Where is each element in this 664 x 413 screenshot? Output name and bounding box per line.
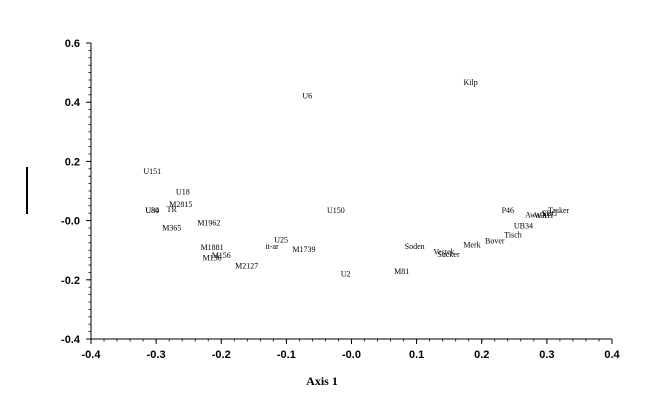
x-tick-label: 0.2 (474, 349, 489, 361)
point-label: M81 (394, 267, 409, 276)
point-label: WXH (534, 211, 553, 220)
point-label: Bover (485, 236, 505, 245)
x-axis: -0.4 -0.3 -0.2 -0.1 -0.0 0.1 0.2 0.3 0.4 (82, 339, 621, 361)
point-label: P46 (502, 206, 514, 215)
point-label: Tisch (504, 231, 522, 240)
point-label: M2127 (235, 262, 258, 271)
point-label: U150 (327, 206, 345, 215)
y-tick-label: -0.2 (61, 275, 80, 287)
point-label: SBG (542, 209, 558, 218)
point-label: Awash (525, 210, 546, 219)
x-tick-label: -0.2 (212, 349, 231, 361)
x-tick-label: -0.0 (342, 349, 361, 361)
x-axis-title: Axis 1 (306, 374, 338, 388)
point-label: M136 (203, 254, 222, 263)
point-label: M1962 (197, 219, 220, 228)
point-label: M2815 (169, 200, 192, 209)
y-tick-label: -0.0 (61, 216, 80, 228)
point-label: Kilp (464, 78, 478, 87)
point-label: Soden (405, 242, 425, 251)
point-label: TR (167, 205, 178, 214)
y-axis: 0.6 0.4 0.2 -0.0 -0.2 -0.4 (61, 38, 91, 346)
x-tick-label: -0.4 (82, 349, 102, 361)
point-label: Sucker (437, 250, 460, 259)
point-label: Vestek (433, 247, 454, 256)
x-tick-label: -0.1 (277, 349, 296, 361)
point-label: UB34 (514, 222, 533, 231)
point-label: Merk (463, 241, 480, 250)
point-label: U6 (302, 91, 312, 100)
point-label: M1881 (201, 243, 224, 252)
point-label: U151 (143, 167, 161, 176)
x-tick-label: -0.3 (147, 349, 166, 361)
point-label: U2 (341, 269, 351, 278)
x-tick-label: 0.4 (604, 349, 620, 361)
point-label: M1739 (292, 245, 315, 254)
point-label: U80 (145, 206, 159, 215)
y-tick-label: 0.2 (65, 156, 80, 168)
point-label: it-ar (265, 242, 279, 251)
point-label: M365 (162, 224, 181, 233)
y-tick-label: -0.4 (61, 334, 81, 346)
y-tick-label: 0.6 (65, 38, 80, 50)
point-label: U18 (176, 188, 190, 197)
point-label: U34 (145, 206, 159, 215)
x-tick-label: 0.3 (539, 349, 554, 361)
plot-frame (90, 43, 612, 340)
x-tick-label: 0.1 (409, 349, 424, 361)
point-label: Tasker (548, 206, 570, 215)
point-label: U25 (274, 236, 288, 245)
point-label: M156 (212, 251, 231, 260)
y-tick-label: 0.4 (65, 97, 81, 109)
